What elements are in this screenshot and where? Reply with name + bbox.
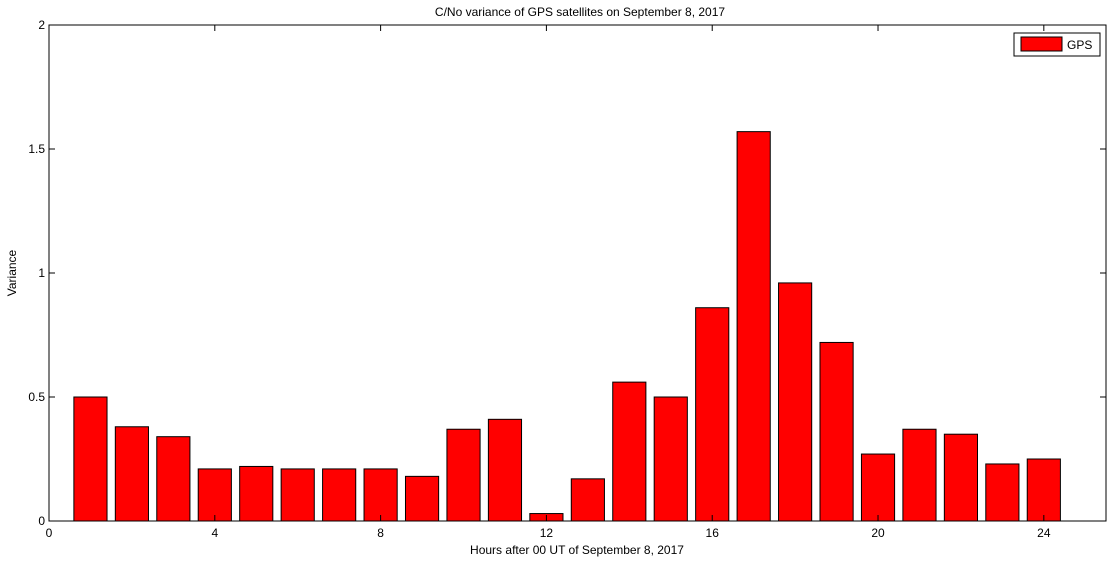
x-tick-label: 16 xyxy=(706,526,720,540)
bar-15 xyxy=(653,396,688,522)
bars xyxy=(73,131,1061,522)
x-tick-label: 12 xyxy=(540,526,554,540)
x-tick-label: 20 xyxy=(871,526,885,540)
bar-19 xyxy=(819,341,854,522)
bar-10 xyxy=(446,428,481,522)
chart-title: C/No variance of GPS satellites on Septe… xyxy=(435,5,725,19)
bar-14 xyxy=(612,381,647,522)
bar-3 xyxy=(156,436,191,522)
bar-2 xyxy=(114,426,149,522)
bar-9 xyxy=(404,475,440,522)
y-tick-label: 1.5 xyxy=(28,142,45,156)
x-axis-ticks: 0 4 8 12 16 20 24 xyxy=(46,25,1051,540)
bar-24 xyxy=(1026,458,1061,522)
bar-21 xyxy=(902,428,937,522)
bar-11 xyxy=(487,418,523,522)
bar-5 xyxy=(239,465,274,522)
y-tick-label: 0 xyxy=(38,514,45,528)
bar-18 xyxy=(778,282,813,522)
x-tick-label: 24 xyxy=(1037,526,1051,540)
bar-1 xyxy=(73,396,108,522)
bar-13 xyxy=(570,478,605,522)
x-tick-label: 8 xyxy=(377,526,384,540)
x-tick-label: 4 xyxy=(211,526,218,540)
bar-6 xyxy=(280,468,315,522)
legend: GPS xyxy=(1013,32,1101,57)
y-tick-label: 1 xyxy=(38,266,45,280)
bar-7 xyxy=(322,468,357,522)
y-tick-label: 0.5 xyxy=(28,390,45,404)
x-tick-label: 0 xyxy=(46,526,53,540)
legend-swatch-gps xyxy=(1020,36,1063,52)
x-axis-label: Hours after 00 UT of September 8, 2017 xyxy=(470,543,684,557)
bar-22 xyxy=(943,433,979,522)
bar-23 xyxy=(985,463,1020,522)
bar-8 xyxy=(363,468,398,522)
legend-label-gps: GPS xyxy=(1067,38,1092,52)
bar-17 xyxy=(736,131,771,522)
y-axis-ticks: 0 0.5 1 1.5 2 xyxy=(28,18,1106,528)
y-tick-label: 2 xyxy=(38,18,45,32)
bar-20 xyxy=(860,453,896,522)
bar-4 xyxy=(197,468,232,522)
y-axis-label: Variance xyxy=(5,249,19,296)
bar-16 xyxy=(695,307,730,522)
